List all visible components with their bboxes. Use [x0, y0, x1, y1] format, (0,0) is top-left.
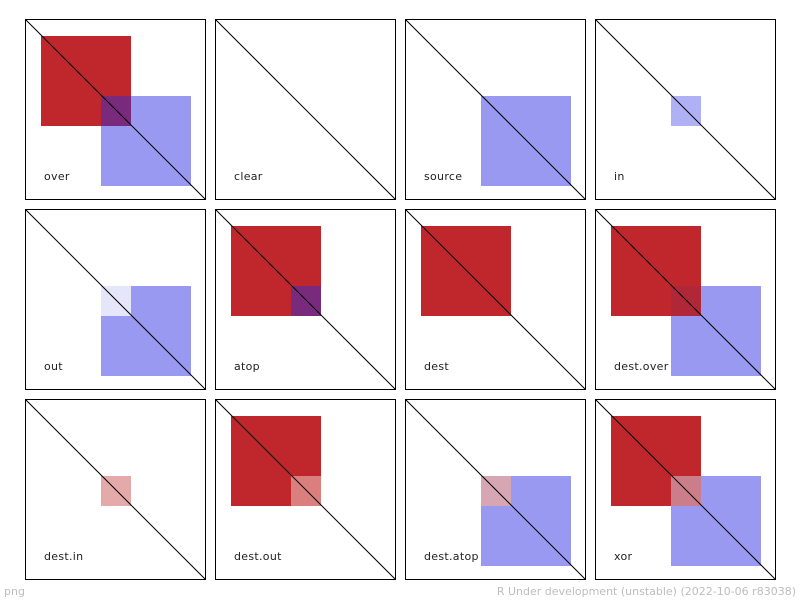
overlap-region — [671, 476, 701, 506]
operator-label: dest.out — [234, 550, 282, 563]
operator-panel-dest-over: dest.over — [595, 209, 776, 390]
operator-panel-dest-in: dest.in — [25, 399, 206, 580]
diagonal-line — [216, 400, 395, 579]
operator-label: over — [44, 170, 70, 183]
diagonal-line — [596, 20, 775, 199]
operator-label: dest.over — [614, 360, 669, 373]
operator-panel-xor: xor — [595, 399, 776, 580]
diagonal-line — [596, 210, 775, 389]
panel-graphic — [406, 400, 585, 579]
operator-panel-out: out — [25, 209, 206, 390]
device-label: png — [4, 585, 25, 598]
diagonal-line — [406, 20, 585, 199]
overlap-region — [291, 286, 321, 316]
blue-square — [481, 96, 571, 186]
operator-panel-dest-atop: dest.atop — [405, 399, 586, 580]
operator-panel-dest-out: dest.out — [215, 399, 396, 580]
operator-label: in — [614, 170, 625, 183]
panel-graphic — [596, 20, 775, 199]
operator-panel-in: in — [595, 19, 776, 200]
panel-graphic — [216, 210, 395, 389]
operator-label: xor — [614, 550, 633, 563]
diagonal-line — [406, 400, 585, 579]
panel-graphic — [26, 400, 205, 579]
operator-panel-source: source — [405, 19, 586, 200]
overlap-region — [101, 96, 131, 126]
operator-panel-dest: dest — [405, 209, 586, 390]
overlap-region — [101, 286, 131, 316]
panel-graphic — [26, 20, 205, 199]
red-square — [421, 226, 511, 316]
overlap-region — [291, 476, 321, 506]
overlap-region — [671, 286, 701, 316]
operator-label: clear — [234, 170, 263, 183]
panel-graphic — [596, 400, 775, 579]
operator-panel-over: over — [25, 19, 206, 200]
operator-label: dest — [424, 360, 449, 373]
r-version-label: R Under development (unstable) (2022-10-… — [496, 585, 796, 598]
overlap-region — [101, 476, 131, 506]
operator-label: out — [44, 360, 63, 373]
panel-graphic — [26, 210, 205, 389]
diagonal-line — [406, 210, 585, 389]
panel-graphic — [406, 20, 585, 199]
diagonal-line — [26, 20, 205, 199]
operator-label: dest.atop — [424, 550, 479, 563]
diagonal-line — [216, 210, 395, 389]
diagonal-line — [216, 20, 395, 199]
diagonal-line — [26, 400, 205, 579]
panel-graphic — [216, 400, 395, 579]
diagonal-line — [596, 400, 775, 579]
panel-graphic — [216, 20, 395, 199]
operator-label: atop — [234, 360, 260, 373]
operator-label: source — [424, 170, 463, 183]
operator-panel-clear: clear — [215, 19, 396, 200]
diagonal-line — [26, 210, 205, 389]
panel-graphic — [596, 210, 775, 389]
overlap-region — [481, 476, 511, 506]
overlap-region — [671, 96, 701, 126]
panel-graphic — [406, 210, 585, 389]
operator-label: dest.in — [44, 550, 84, 563]
operator-panel-atop: atop — [215, 209, 396, 390]
